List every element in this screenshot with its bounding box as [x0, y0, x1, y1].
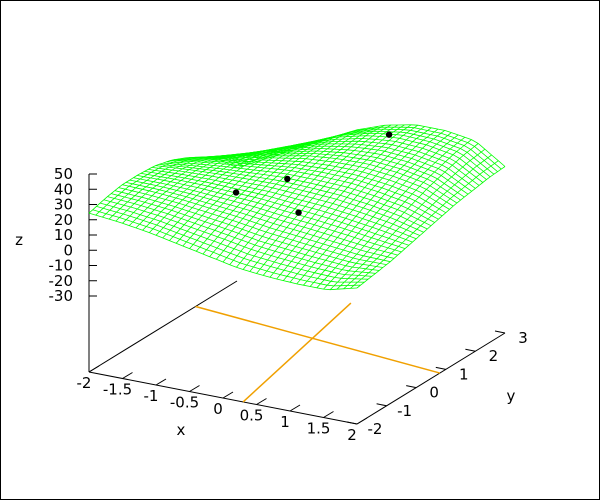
- y-axis-line: [356, 332, 506, 425]
- surface-line-v: [137, 175, 406, 249]
- y-tick-label: -1: [397, 402, 412, 420]
- surface-mesh: [88, 124, 506, 291]
- z-tick-label: 30: [54, 196, 73, 214]
- y-tick-mark: [465, 348, 476, 352]
- surface-line-v: [162, 162, 432, 227]
- x-tick-mark: [323, 411, 334, 418]
- surface-line-u: [323, 139, 472, 290]
- y-tick-mark: [346, 421, 358, 425]
- x-tick-label: 1: [280, 413, 290, 431]
- surface-line-u: [189, 135, 338, 249]
- x-tick-mark: [122, 372, 133, 379]
- z-tick-label: -20: [49, 272, 74, 290]
- z-tick-label: -30: [49, 287, 74, 305]
- x-axis-label: x: [177, 421, 186, 439]
- scatter-point: [284, 175, 291, 183]
- y-tick-label: 2: [489, 347, 499, 365]
- x-tick-label: 2: [347, 426, 357, 444]
- y-ticks: -2 -1 0 1 2 3: [346, 329, 528, 438]
- x-tick-mark: [222, 391, 234, 399]
- z-tick-label: 20: [54, 211, 73, 229]
- surface-line-v: [236, 124, 506, 169]
- surface-line-v: [103, 199, 372, 277]
- z-tick-label: 40: [54, 180, 73, 198]
- surface-line-v: [92, 209, 361, 287]
- surface-line-v: [148, 169, 417, 240]
- surface-line-v: [159, 163, 428, 230]
- surface-line-v: [118, 187, 387, 265]
- surface-line-u: [296, 130, 445, 285]
- scatter-point: [295, 209, 302, 216]
- base-crosshair-line: [195, 305, 441, 374]
- y-axis-label: y: [507, 387, 516, 405]
- surface-line-v: [233, 126, 502, 170]
- y-tick-label: 0: [429, 384, 439, 402]
- x-tick-label: 0: [213, 400, 223, 418]
- x-tick-label: -2: [77, 374, 92, 392]
- surface-line-v: [174, 159, 443, 217]
- surface-line-v: [122, 184, 391, 263]
- surface-line-v: [229, 128, 498, 173]
- surface-line-v: [225, 130, 495, 175]
- scatter-points: [232, 131, 393, 216]
- surface-line-v: [218, 135, 487, 180]
- z-tick-label: 50: [54, 165, 73, 183]
- surface-line-v: [166, 161, 435, 223]
- x-tick-mark: [189, 385, 200, 392]
- z-tick-label: -10: [49, 257, 74, 275]
- x-tick-mark: [289, 404, 301, 412]
- z-tick-label: 10: [54, 226, 73, 244]
- surface-line-v: [140, 172, 409, 246]
- surface-line-v: [88, 212, 358, 291]
- x-tick-label: -1: [144, 387, 159, 405]
- base-crosshair-line: [242, 302, 352, 403]
- z-axis-label: z: [15, 231, 23, 249]
- surface-line-v: [170, 160, 439, 220]
- x-ticks: -2 -1.5 -1 -0.5 0 0.5 1 1.5 2: [77, 365, 368, 444]
- surface-line-v: [129, 179, 398, 256]
- surface-line-v: [222, 132, 491, 178]
- surface-line-v: [96, 206, 365, 283]
- x-tick-label: -0.5: [170, 394, 199, 412]
- surface-line-v: [181, 158, 450, 210]
- y-tick-mark: [435, 366, 446, 370]
- y-tick-label: 3: [518, 329, 528, 347]
- base-back-left-edge: [88, 280, 238, 373]
- surface-line-v: [125, 182, 395, 259]
- scatter-point: [232, 189, 240, 196]
- x-tick-label: 0.5: [240, 407, 264, 425]
- x-tick-mark: [256, 398, 267, 405]
- y-tick-label: -2: [368, 420, 383, 438]
- scatter-point: [385, 131, 393, 138]
- surface-line-v: [133, 177, 402, 253]
- surface-line-v: [114, 190, 383, 268]
- y-tick-label: 1: [459, 365, 469, 383]
- x-tick-mark: [88, 365, 100, 373]
- surface-line-v: [107, 196, 376, 274]
- y-tick-mark: [376, 403, 387, 407]
- y-tick-mark: [406, 385, 417, 389]
- base-crosshair: [195, 302, 441, 403]
- x-tick-mark: [155, 378, 167, 386]
- surface-line-v: [144, 171, 413, 243]
- surface-line-v: [151, 167, 421, 236]
- surface-line-v: [111, 193, 380, 271]
- y-tick-mark: [494, 330, 506, 334]
- x-tick-label: 1.5: [307, 420, 331, 438]
- x-tick-mark: [356, 417, 368, 425]
- surface-line-v: [155, 165, 424, 233]
- x-tick-label: -1.5: [103, 381, 132, 399]
- z-tick-label: 0: [63, 241, 73, 259]
- surface-line-v: [99, 202, 369, 280]
